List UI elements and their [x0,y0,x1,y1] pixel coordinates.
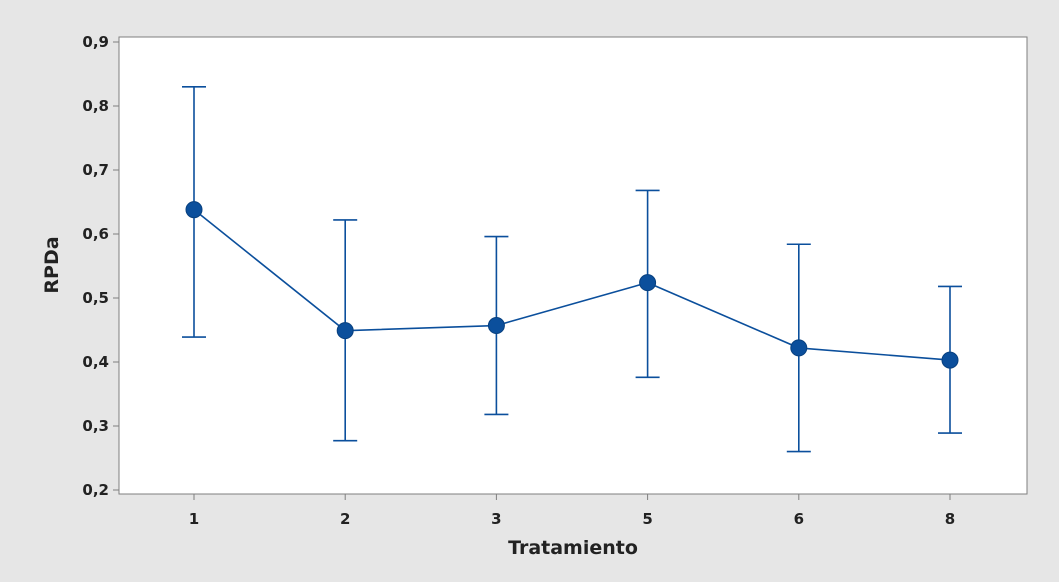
series-line [193,209,951,361]
y-tick-label: 0,2 [82,481,109,499]
mean-point [941,351,959,369]
x-tick-label: 2 [340,510,350,528]
y-tick-label: 0,4 [82,353,109,371]
mean-point [639,274,657,292]
mean-point [487,317,505,335]
plot-area [118,36,1028,495]
y-axis-title: RPDa [41,236,63,293]
y-tick-label: 0,3 [82,417,109,435]
y-tick-label: 0,7 [82,161,109,179]
y-tick-label: 0,5 [82,289,109,307]
y-tick-label: 0,8 [82,97,109,115]
data-points [185,201,959,369]
x-axis: 1 2 3 5 6 8 [189,494,955,528]
mean-point [336,322,354,340]
y-tick-label: 0,9 [82,33,109,51]
x-tick-label: 8 [945,510,955,528]
mean-point [185,201,203,219]
x-tick-label: 1 [189,510,199,528]
y-axis: 0,2 0,3 0,4 0,5 0,6 0,7 0,8 0,9 [82,33,119,499]
y-tick-label: 0,6 [82,225,109,243]
x-tick-label: 6 [794,510,804,528]
mean-line [193,209,951,361]
x-axis-title: Tratamiento [508,537,638,559]
mean-point [790,339,808,357]
x-tick-label: 3 [491,510,501,528]
x-tick-label: 5 [642,510,652,528]
